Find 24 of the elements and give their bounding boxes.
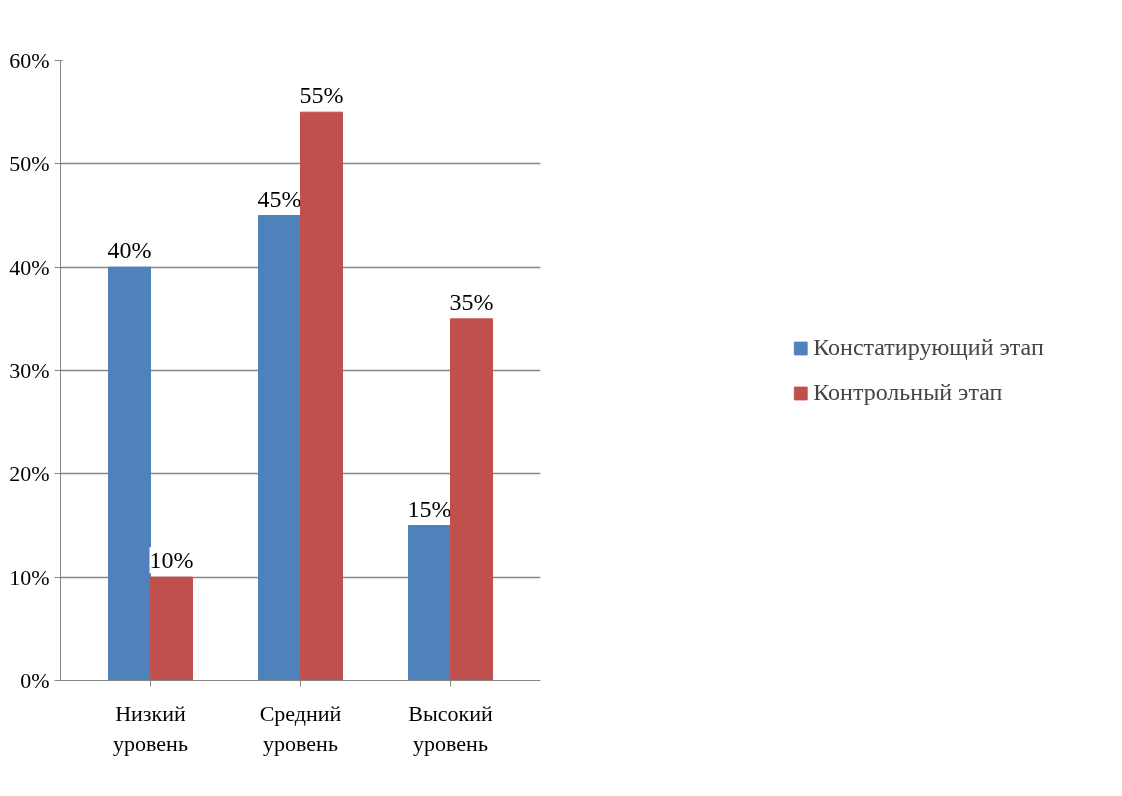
data-label: 35% (449, 288, 494, 315)
y-tick-label: 20% (9, 461, 50, 487)
bar (150, 576, 193, 681)
data-label: 10% (149, 547, 194, 574)
x-tick-label: Высокий уровень (408, 700, 493, 756)
y-tick-label: 40% (9, 254, 50, 280)
y-tick-label: 30% (9, 358, 50, 383)
bar (408, 525, 451, 681)
x-tick-label: Средний уровень (259, 700, 342, 756)
y-tick-label: 10% (9, 564, 50, 590)
data-label: 15% (407, 495, 452, 522)
y-tick-label: 50% (9, 151, 50, 177)
legend-label: Контрольный этап (813, 379, 1003, 406)
bar (450, 318, 493, 681)
y-tick-label: 60% (9, 48, 50, 73)
bar (108, 266, 151, 681)
y-tick-label: 0% (20, 668, 50, 693)
legend-label: Констатирующий этап (813, 334, 1044, 361)
data-label: 45% (257, 185, 302, 212)
data-label: 40% (107, 237, 152, 264)
bar (258, 215, 301, 681)
x-tick-label: Низкий уровень (113, 700, 188, 756)
data-label: 55% (299, 82, 344, 109)
bar (300, 111, 343, 681)
